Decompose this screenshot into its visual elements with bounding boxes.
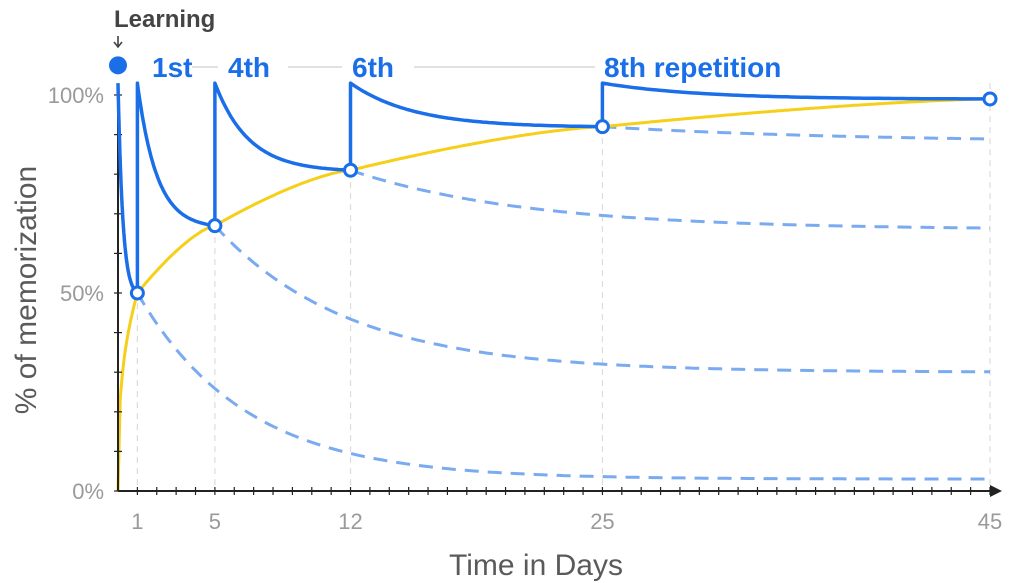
memorization-growth-curve — [116, 97, 990, 492]
y-axis-title: % of memorization — [10, 166, 43, 414]
retention-line — [116, 81, 991, 295]
y-tick-label-100: 100% — [48, 83, 104, 108]
review-points — [109, 56, 998, 301]
x-tick-label-25: 25 — [590, 509, 614, 534]
grid-layer — [136, 83, 991, 491]
forgetting-curve-1 — [136, 292, 991, 481]
y-tick-label-50: 50% — [60, 281, 104, 306]
labels: Time in Days % of memorization Learning … — [10, 6, 1002, 582]
retention-curve — [116, 81, 991, 295]
review-point-45 — [982, 91, 998, 107]
y-tick-label-0: 0% — [72, 479, 104, 504]
forgetting-curves — [136, 125, 991, 481]
x-tick-label-5: 5 — [209, 509, 221, 534]
review-point-5 — [207, 218, 223, 234]
review-point-12 — [343, 162, 359, 178]
x-tick-label-12: 12 — [338, 509, 362, 534]
repetition-label-1: 1st — [152, 52, 192, 83]
x-tick-label-1: 1 — [131, 509, 143, 534]
repetition-label-5: 4th — [228, 52, 270, 83]
axes — [114, 85, 1002, 497]
x-tick-label-45: 45 — [978, 509, 1002, 534]
forgetting-curve-2 — [213, 224, 991, 374]
learning-arrow — [113, 36, 123, 49]
learning-point — [109, 56, 127, 75]
forgetting-curve-3 — [350, 168, 991, 230]
forgetting-curve-4 — [602, 125, 990, 141]
x-axis-title: Time in Days — [449, 549, 623, 582]
repetition-label-12: 6th — [352, 52, 394, 83]
review-point-1 — [129, 285, 145, 301]
growth-line — [116, 97, 990, 492]
review-point-25 — [594, 119, 610, 135]
repetition-label-25: 8th repetition — [604, 52, 781, 83]
learning-label: Learning — [114, 6, 215, 33]
x-axis-arrow — [990, 485, 1002, 497]
